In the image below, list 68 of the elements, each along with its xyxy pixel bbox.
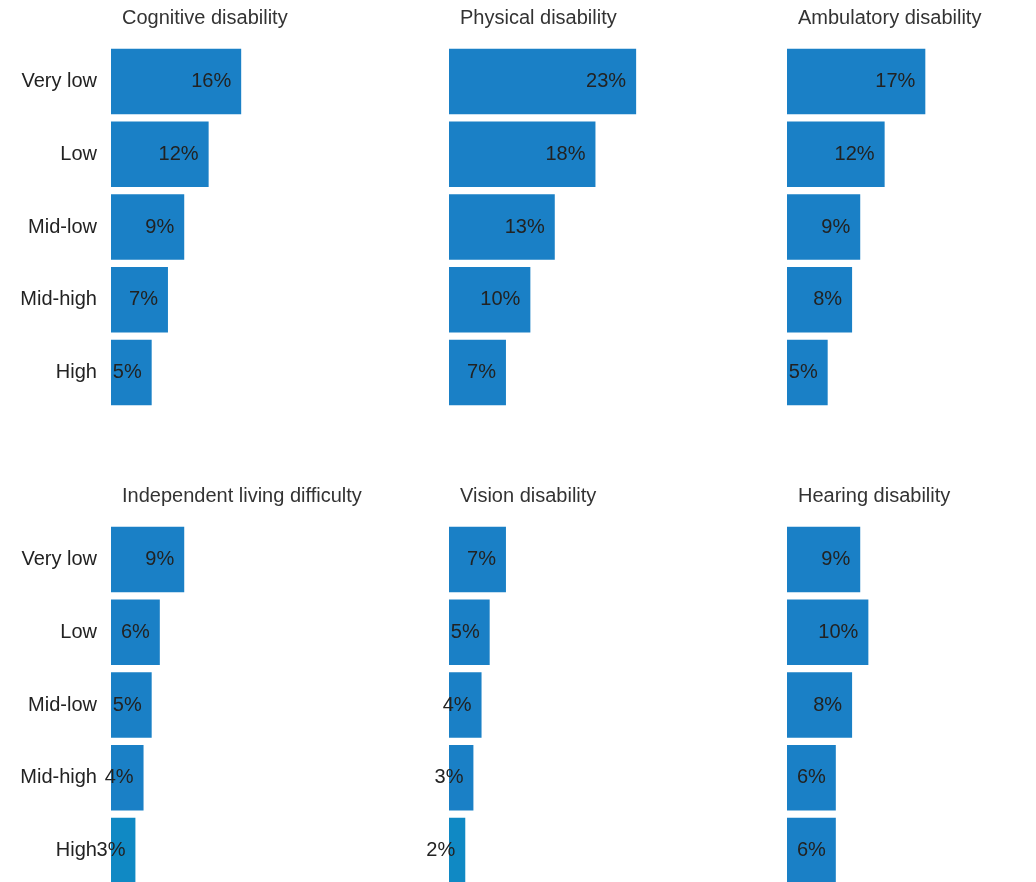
- data-label: 3%: [434, 765, 464, 788]
- bar: [111, 339, 152, 406]
- y-tick-label: Low: [60, 141, 98, 164]
- bar: [449, 267, 531, 333]
- bar: [111, 672, 152, 738]
- y-tick-label: High: [55, 838, 97, 861]
- data-label: 9%: [145, 546, 175, 569]
- chart-title: Hearing disability: [798, 484, 951, 507]
- data-label: 12%: [834, 141, 875, 164]
- bar: [449, 526, 506, 593]
- data-label: 6%: [796, 838, 827, 861]
- bar: [787, 267, 853, 333]
- bar: [449, 599, 490, 665]
- y-tick-label: Mid-low: [28, 692, 98, 715]
- data-label: 5%: [112, 692, 142, 715]
- bar: [449, 48, 637, 115]
- data-label: 8%: [813, 692, 843, 715]
- y-tick-label: Low: [60, 619, 98, 642]
- chart-title: Ambulatory disability: [798, 6, 982, 29]
- data-label: 8%: [813, 287, 843, 310]
- bar: [787, 121, 885, 187]
- data-label: 6%: [120, 619, 151, 642]
- data-label: 10%: [818, 619, 859, 642]
- bar: [111, 599, 160, 665]
- bar: [787, 672, 853, 738]
- data-label: 5%: [112, 360, 142, 383]
- data-label: 13%: [504, 214, 545, 237]
- chart-title: Physical disability: [460, 6, 617, 29]
- bar: [111, 267, 168, 333]
- bar: [449, 121, 596, 187]
- chart-title: Vision disability: [460, 484, 597, 507]
- bar: [787, 526, 861, 593]
- bar: [787, 599, 869, 665]
- bar: [787, 339, 828, 406]
- bar: [111, 121, 209, 187]
- y-tick-label: Mid-high: [20, 287, 97, 310]
- data-label: 23%: [586, 68, 627, 91]
- data-label: 12%: [158, 141, 199, 164]
- data-label: 3%: [96, 838, 126, 861]
- data-label: 7%: [129, 287, 159, 310]
- bar: [111, 526, 185, 593]
- data-label: 10%: [480, 287, 521, 310]
- y-tick-label: Mid-low: [28, 214, 98, 237]
- y-tick-label: Very low: [21, 68, 98, 91]
- bar: [449, 194, 555, 260]
- y-tick-label: High: [55, 360, 97, 383]
- y-tick-label: Mid-high: [20, 765, 97, 788]
- data-label: 17%: [875, 68, 916, 91]
- bar: [787, 48, 926, 115]
- data-label: 7%: [467, 360, 497, 383]
- data-label: 16%: [191, 68, 232, 91]
- chart-title: Cognitive disability: [122, 6, 288, 29]
- bar: [787, 745, 836, 811]
- data-label: 9%: [821, 546, 851, 569]
- data-label: 5%: [450, 619, 480, 642]
- y-tick-label: Very low: [21, 546, 98, 569]
- bar: [111, 48, 242, 115]
- bar: [787, 194, 861, 260]
- bar: [449, 339, 506, 406]
- data-label: 18%: [545, 141, 586, 164]
- data-label: 9%: [145, 214, 175, 237]
- data-label: 6%: [796, 765, 827, 788]
- bar: [787, 817, 836, 882]
- data-label: 9%: [821, 214, 851, 237]
- data-label: 5%: [788, 360, 818, 383]
- text: Independent living difficulty: [122, 484, 362, 507]
- data-label: 7%: [467, 546, 497, 569]
- bar: [111, 194, 185, 260]
